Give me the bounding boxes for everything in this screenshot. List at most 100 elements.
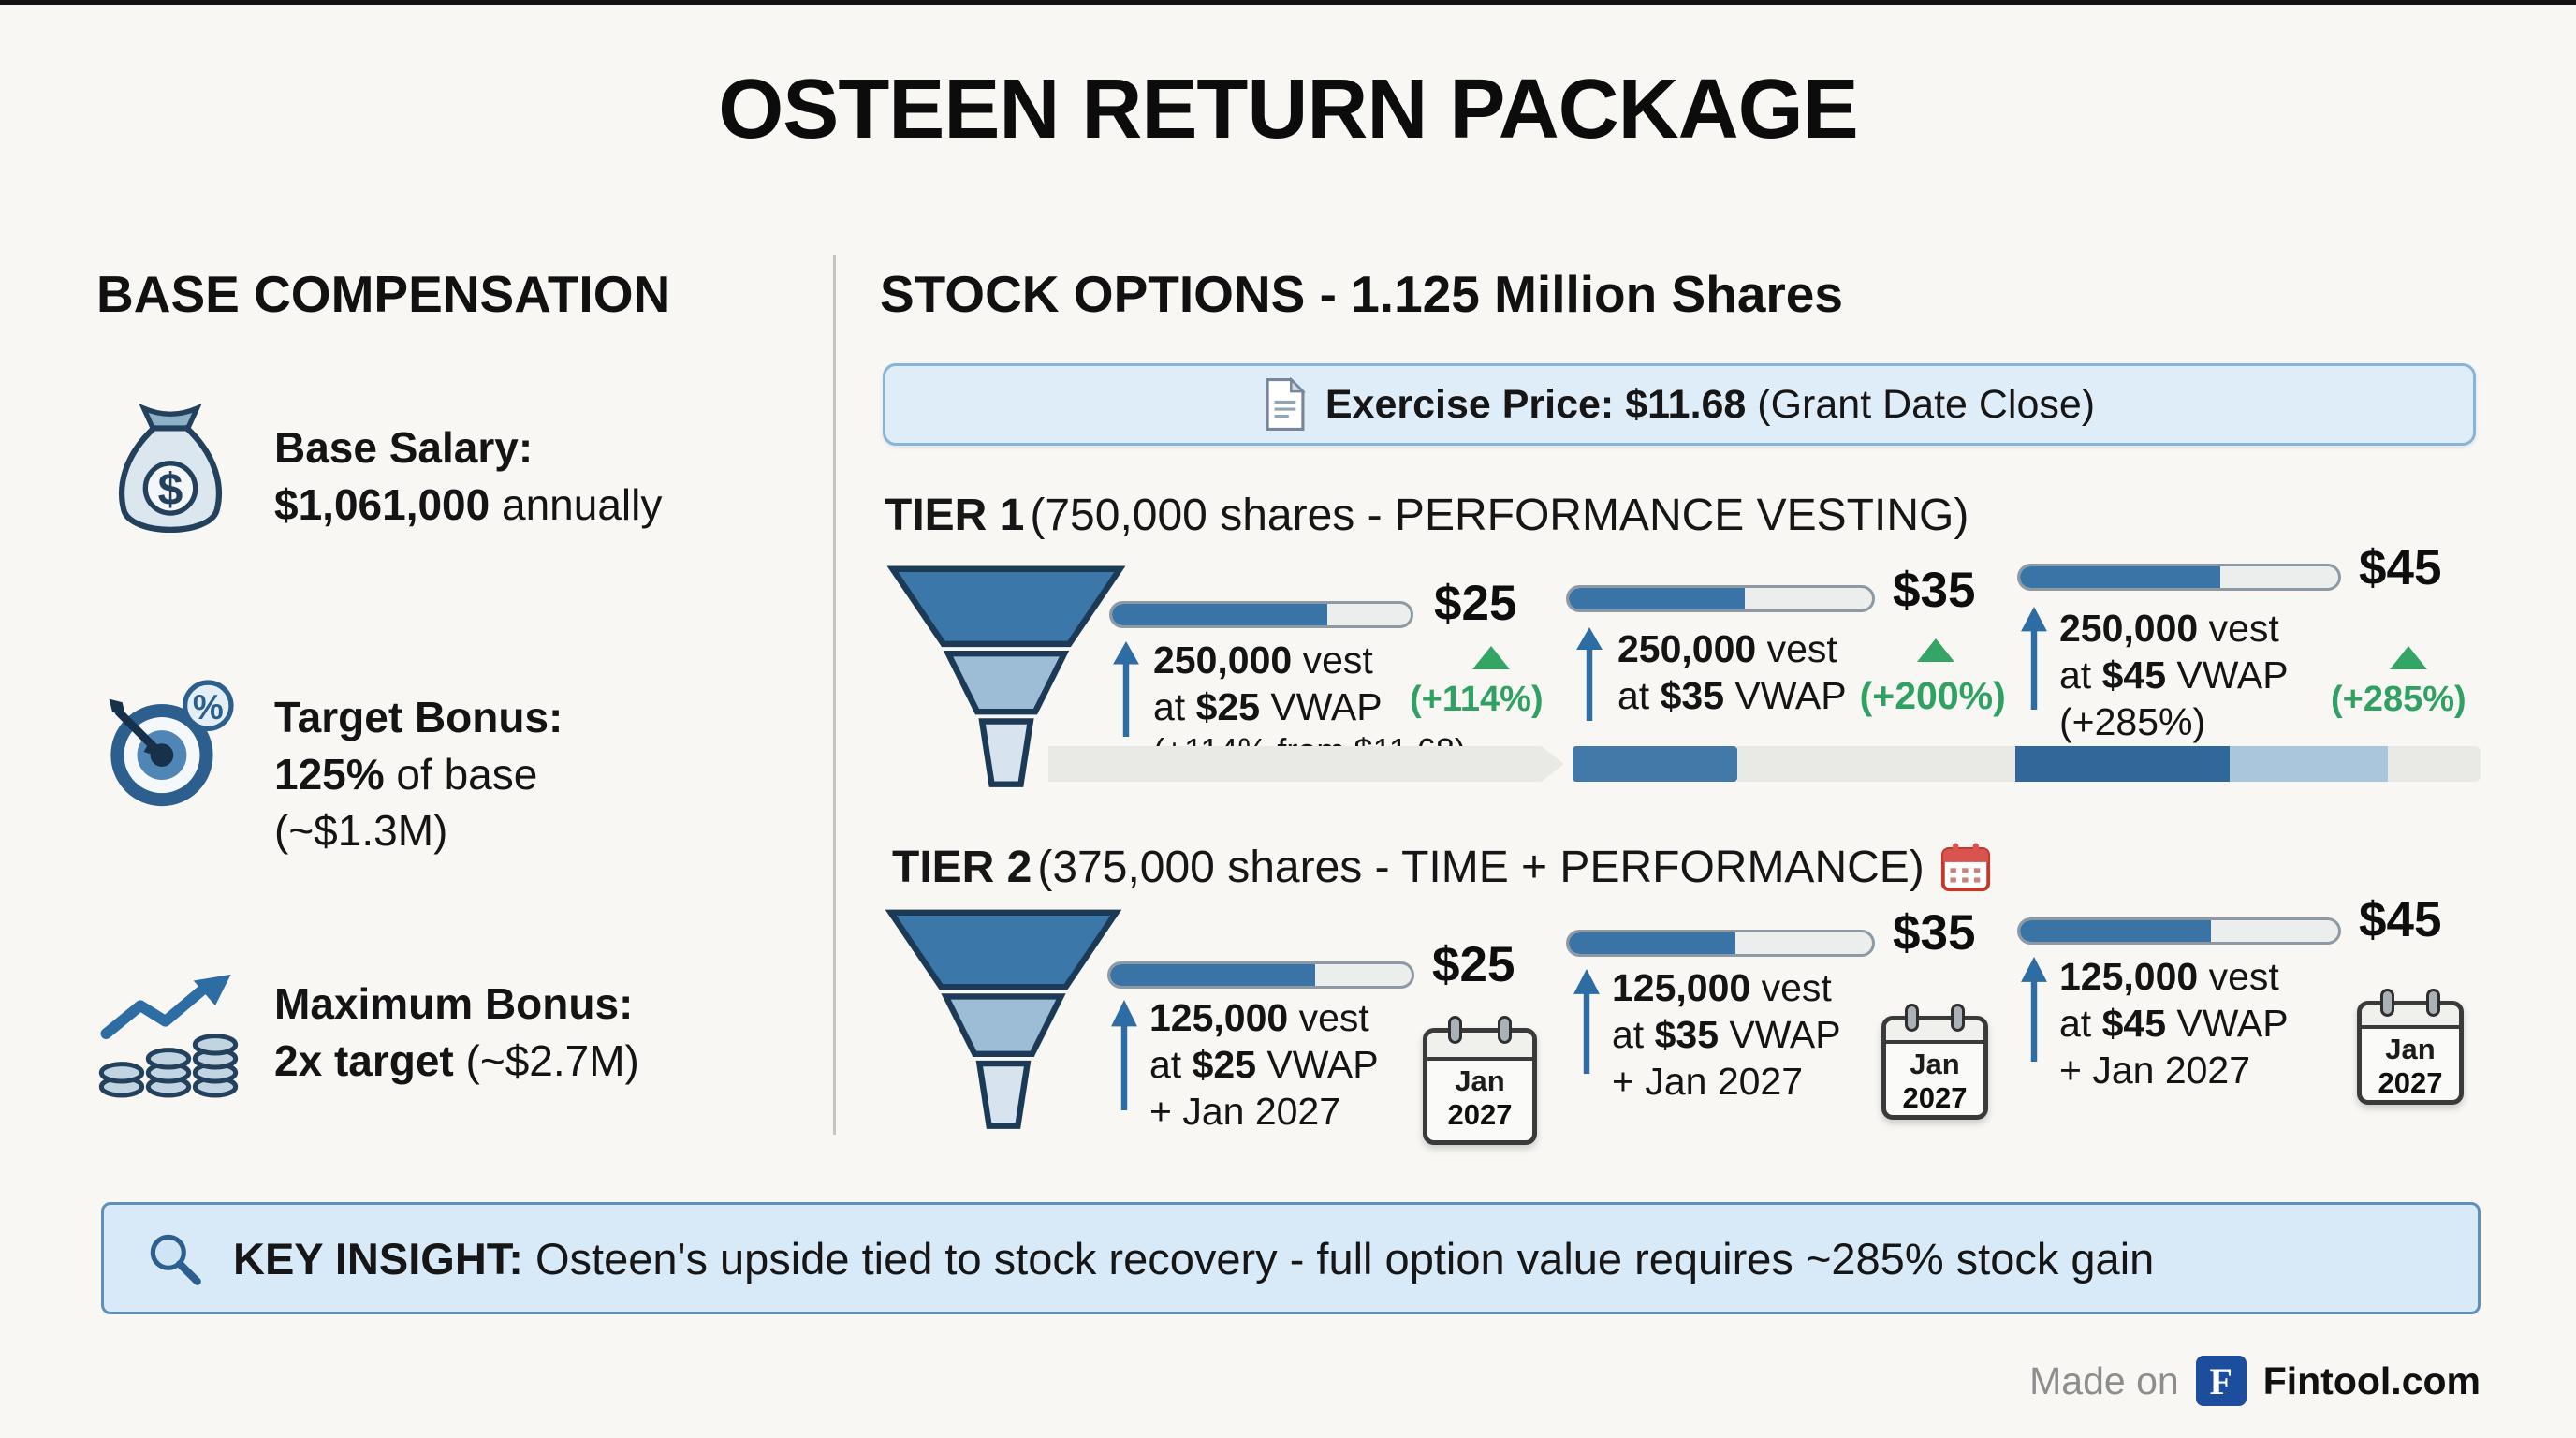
tier1-milestone1-gain: (+114%) (1410, 680, 1544, 719)
calendar-month: Jan (2385, 1033, 2436, 1065)
calendar-year: 2027 (2378, 1066, 2443, 1099)
document-icon (1266, 377, 1306, 432)
calendar-year: 2027 (1447, 1097, 1513, 1131)
strip-segment (1572, 746, 1737, 782)
svg-text:$: $ (158, 465, 183, 515)
calendar-ring (1498, 1016, 1513, 1044)
fintool-logo[interactable]: F (2195, 1356, 2247, 1406)
date-line: + Jan 2027 (2059, 1049, 2251, 1093)
growth-coins-icon (98, 974, 239, 1098)
vest-quantity: 125,000 vest (1149, 996, 1369, 1039)
fintool-brand[interactable]: Fintool.com (2262, 1358, 2481, 1402)
calendar-icon: Jan 2027 (1423, 1016, 1537, 1145)
tier1-milestone1-progress-fill (1112, 604, 1327, 625)
target-bonus-label: Target Bonus: (274, 693, 564, 741)
vwap-line: at $35 VWAP (1612, 1013, 1841, 1057)
up-arrow-icon (1576, 627, 1603, 721)
tier2-milestone2-text: 125,000 vest at $35 VWAP + Jan 2027 (1612, 964, 1841, 1105)
exercise-price-panel: Exercise Price: $11.68 (Grant Date Close… (883, 363, 2476, 446)
base-salary-item: Base Salary: $1,061,000 annually (274, 419, 662, 533)
vwap-line: at $35 VWAP (+200%) (1617, 674, 2006, 718)
target-bonus-note: (~$1.3M) (274, 806, 448, 856)
section-divider (833, 255, 836, 1135)
tier1-title: TIER 1 (750,000 shares - PERFORMANCE VEST… (885, 491, 1969, 540)
date-line: + Jan 2027 (1612, 1060, 1804, 1104)
tier1-milestone2-progress-bar (1566, 585, 1875, 612)
tier1-milestone2-text: 250,000 vest at $35 VWAP (+200%) (1617, 625, 2006, 719)
tier1-milestone1-progress-bar (1109, 601, 1413, 628)
up-arrow-icon (2021, 957, 2047, 1062)
up-arrow-icon (1113, 641, 1139, 737)
tier2-milestone3-text: 125,000 vest at $45 VWAP + Jan 2027 (2059, 953, 2289, 1093)
tier1-milestone3-text: 250,000 vest at $45 VWAP (+285%) (2059, 605, 2289, 745)
base-salary-value: $1,061,000 annually (274, 479, 663, 529)
calendar-ring (2380, 989, 2395, 1017)
calendar-ring (2425, 989, 2440, 1017)
strip-segment (1048, 746, 1564, 782)
tier2-milestone1-price: $25 (1432, 937, 1515, 992)
vest-quantity: 250,000 vest (1617, 627, 1837, 670)
tier2-milestone3-progress-bar (2017, 917, 2341, 945)
gain-up-triangle-icon (1472, 646, 1510, 669)
gain-up-triangle-icon (1917, 638, 1954, 662)
calendar-ring (1447, 1016, 1462, 1044)
gain-note: (+285%) (2059, 700, 2206, 744)
calendar-month: Jan (1455, 1064, 1505, 1097)
vest-quantity: 125,000 vest (1612, 966, 1832, 1009)
maximum-bonus-item: Maximum Bonus: 2x target (~$2.7M) (274, 976, 639, 1089)
up-arrow-icon (2021, 607, 2047, 710)
tier1-milestone1-price: $25 (1434, 576, 1517, 631)
tier1-milestone2-progress-fill (1569, 588, 1745, 609)
footer: Made on F Fintool.com (2029, 1356, 2481, 1406)
tier2-milestone1-text: 125,000 vest at $25 VWAP + Jan 2027 (1149, 994, 1379, 1135)
tier2-milestone2-progress-bar (1566, 930, 1875, 957)
calendar-body: Jan 2027 (1423, 1028, 1537, 1145)
key-insight-text: KEY INSIGHT: Osteen's upside tied to sto… (233, 1233, 2155, 1284)
stock-options-heading: STOCK OPTIONS - 1.125 Million Shares (880, 265, 1843, 323)
calendar-header (2362, 1005, 2459, 1029)
calendar-header (1886, 1020, 1983, 1044)
funnel-icon (885, 909, 1122, 1129)
tier2-milestone1-progress-fill (1110, 964, 1315, 986)
strip-segment (2014, 746, 2231, 782)
strip-segment (2230, 746, 2388, 782)
tier1-milestone2-gain: (+200%) (1859, 674, 2006, 718)
tier2-title: TIER 2 (375,000 shares - TIME + PERFORMAN… (892, 841, 1992, 893)
tier2-milestone2-progress-fill (1569, 932, 1736, 954)
vest-quantity: 250,000 vest (1153, 638, 1373, 682)
strip-segment (1736, 746, 2015, 782)
vest-quantity: 250,000 vest (2059, 607, 2279, 650)
page-title: OSTEEN RETURN PACKAGE (718, 63, 1858, 156)
vwap-line: at $25 VWAP (1149, 1043, 1379, 1087)
svg-text:%: % (193, 688, 224, 726)
target-icon: % (109, 680, 234, 807)
exercise-price-text: Exercise Price: $11.68 (Grant Date Close… (1325, 381, 2096, 427)
calendar-header (1427, 1033, 1532, 1061)
vest-quantity: 125,000 vest (2059, 955, 2279, 998)
up-arrow-icon (1573, 969, 1600, 1074)
made-on-label: Made on (2029, 1358, 2179, 1402)
calendar-ring (1905, 1004, 1920, 1032)
target-bonus-value: 125% of base (274, 749, 538, 799)
tier1-progress-strip (1048, 746, 2481, 782)
maximum-bonus-label: Maximum Bonus: (274, 979, 634, 1028)
top-border (0, 0, 2576, 5)
tier1-milestone3-progress-bar (2017, 564, 2341, 591)
target-bonus-item: Target Bonus: 125% of base (~$1.3M) (274, 689, 563, 859)
calendar-small-icon (1940, 843, 1990, 892)
gain-up-triangle-icon (2390, 646, 2427, 669)
maximum-bonus-value: 2x target (~$2.7M) (274, 1035, 639, 1085)
base-compensation-heading: BASE COMPENSATION (96, 265, 671, 323)
tier2-milestone2-price: $35 (1893, 905, 1976, 961)
magnifier-icon (150, 1234, 201, 1285)
tier2-milestone3-price: $45 (2359, 892, 2442, 947)
calendar-month: Jan (1910, 1048, 1960, 1080)
vwap-line: at $25 VWAP (1153, 685, 1383, 729)
strip-segment (2387, 746, 2481, 782)
calendar-ring (1950, 1004, 1965, 1032)
tier1-milestone2-price: $35 (1893, 563, 1976, 618)
up-arrow-icon (1111, 1000, 1137, 1110)
money-bag-icon: $ (118, 403, 223, 533)
calendar-icon: Jan 2027 (2357, 989, 2464, 1105)
